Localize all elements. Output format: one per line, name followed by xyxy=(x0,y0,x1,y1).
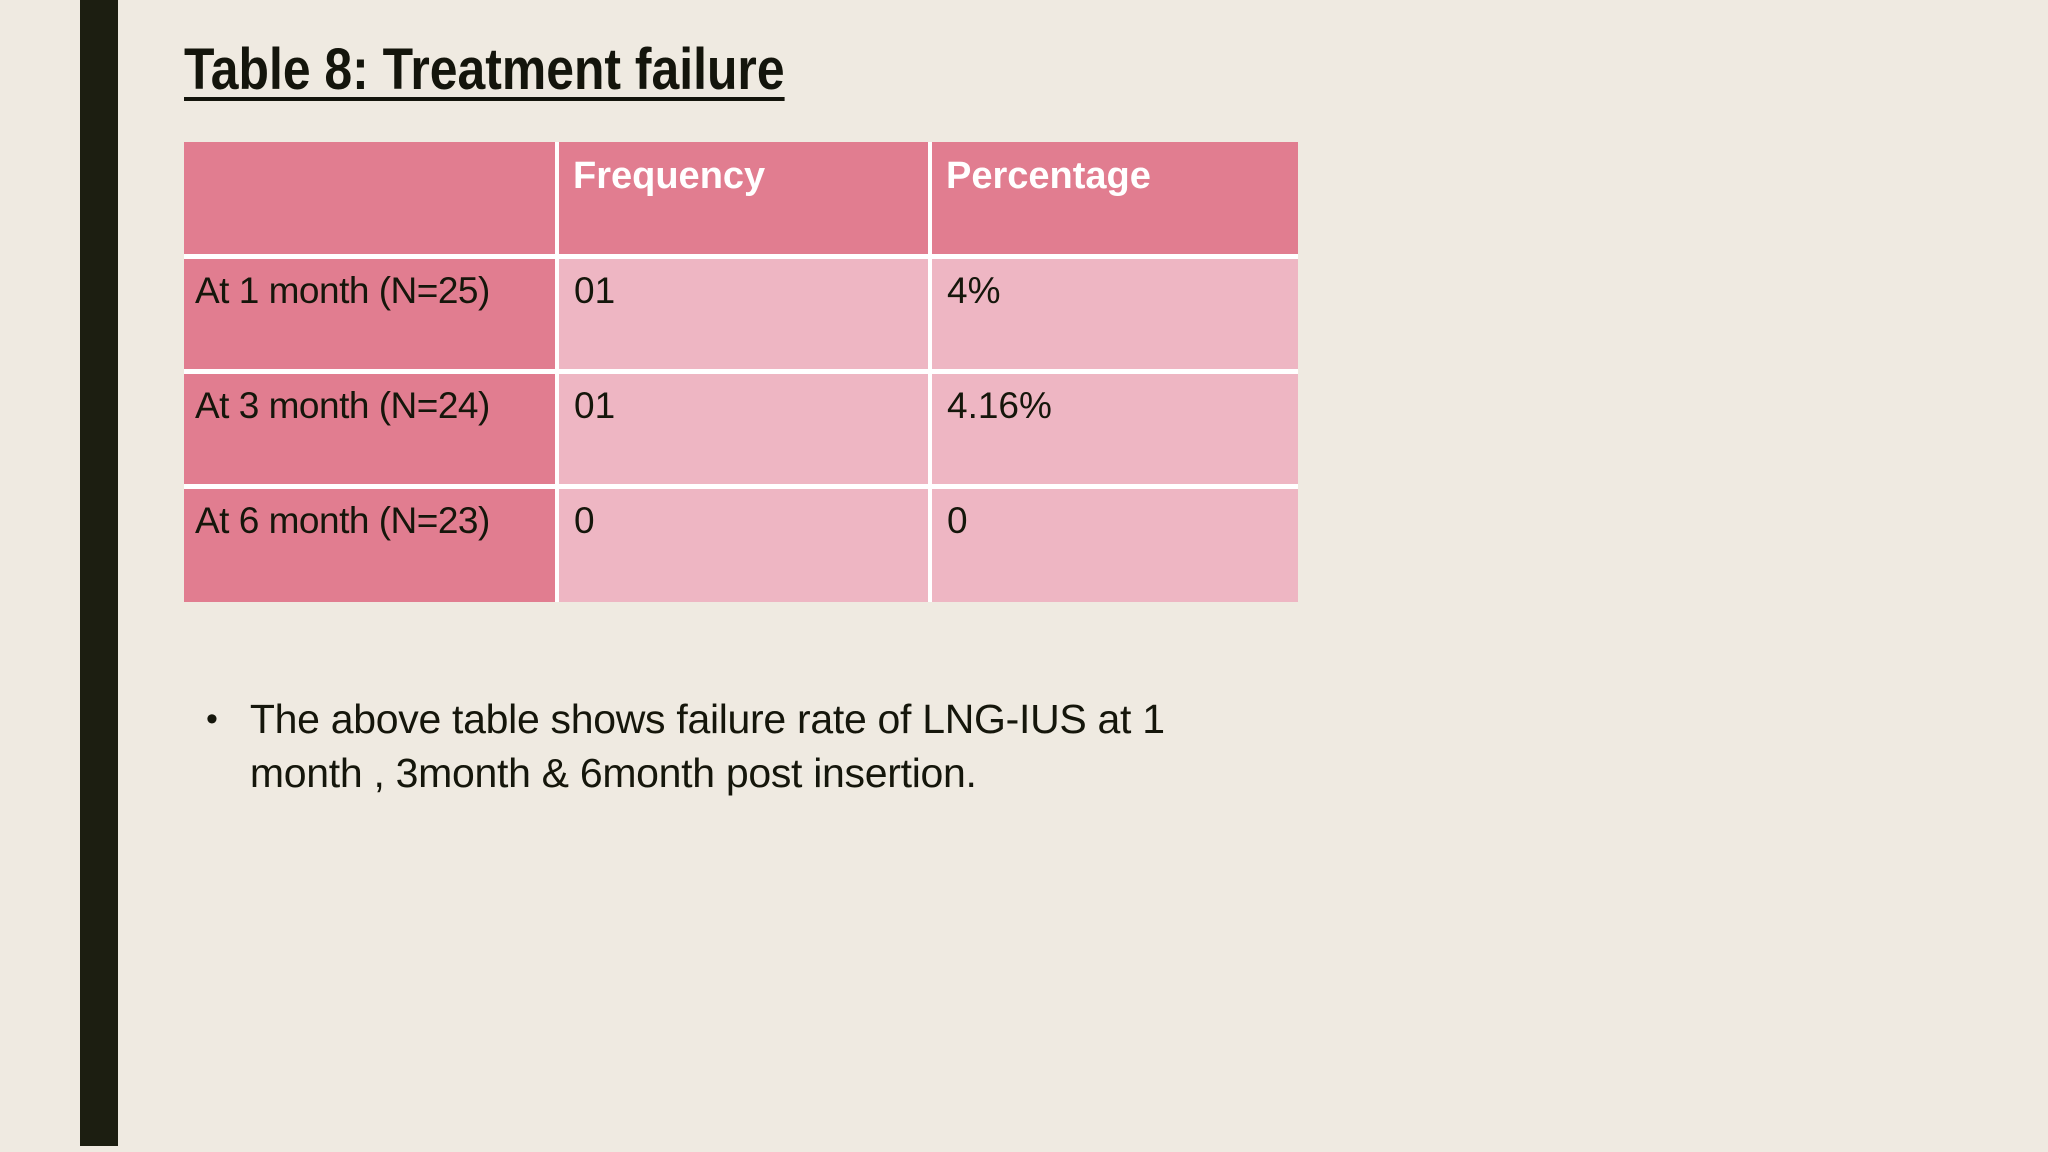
row-label-1-month: At 1 month (N=25) xyxy=(184,259,555,369)
column-header-empty xyxy=(184,142,555,254)
bullet-marker: • xyxy=(206,700,218,738)
bullet-text-line-2: month , 3month & 6month post insertion. xyxy=(249,750,977,796)
left-accent-bar xyxy=(80,0,118,1146)
row-label-6-month: At 6 month (N=23) xyxy=(184,489,555,602)
frequency-cell-6-month: 0 xyxy=(559,489,928,602)
bullet-text-line-1: The above table shows failure rate of LN… xyxy=(249,696,1165,742)
frequency-cell-1-month: 01 xyxy=(559,259,928,369)
column-header-percentage: Percentage xyxy=(932,142,1298,254)
row-label-3-month: At 3 month (N=24) xyxy=(184,374,555,484)
bullet-item: • The above table shows failure rate of … xyxy=(206,692,1165,800)
treatment-failure-table: Frequency Percentage At 1 month (N=25) 0… xyxy=(184,142,1298,602)
frequency-cell-3-month: 01 xyxy=(559,374,928,484)
percentage-cell-6-month: 0 xyxy=(932,489,1298,602)
bullet-text: The above table shows failure rate of LN… xyxy=(250,692,1165,800)
slide-title: Table 8: Treatment failure xyxy=(184,37,785,102)
column-header-frequency: Frequency xyxy=(559,142,928,254)
percentage-cell-3-month: 4.16% xyxy=(932,374,1298,484)
percentage-cell-1-month: 4% xyxy=(932,259,1298,369)
